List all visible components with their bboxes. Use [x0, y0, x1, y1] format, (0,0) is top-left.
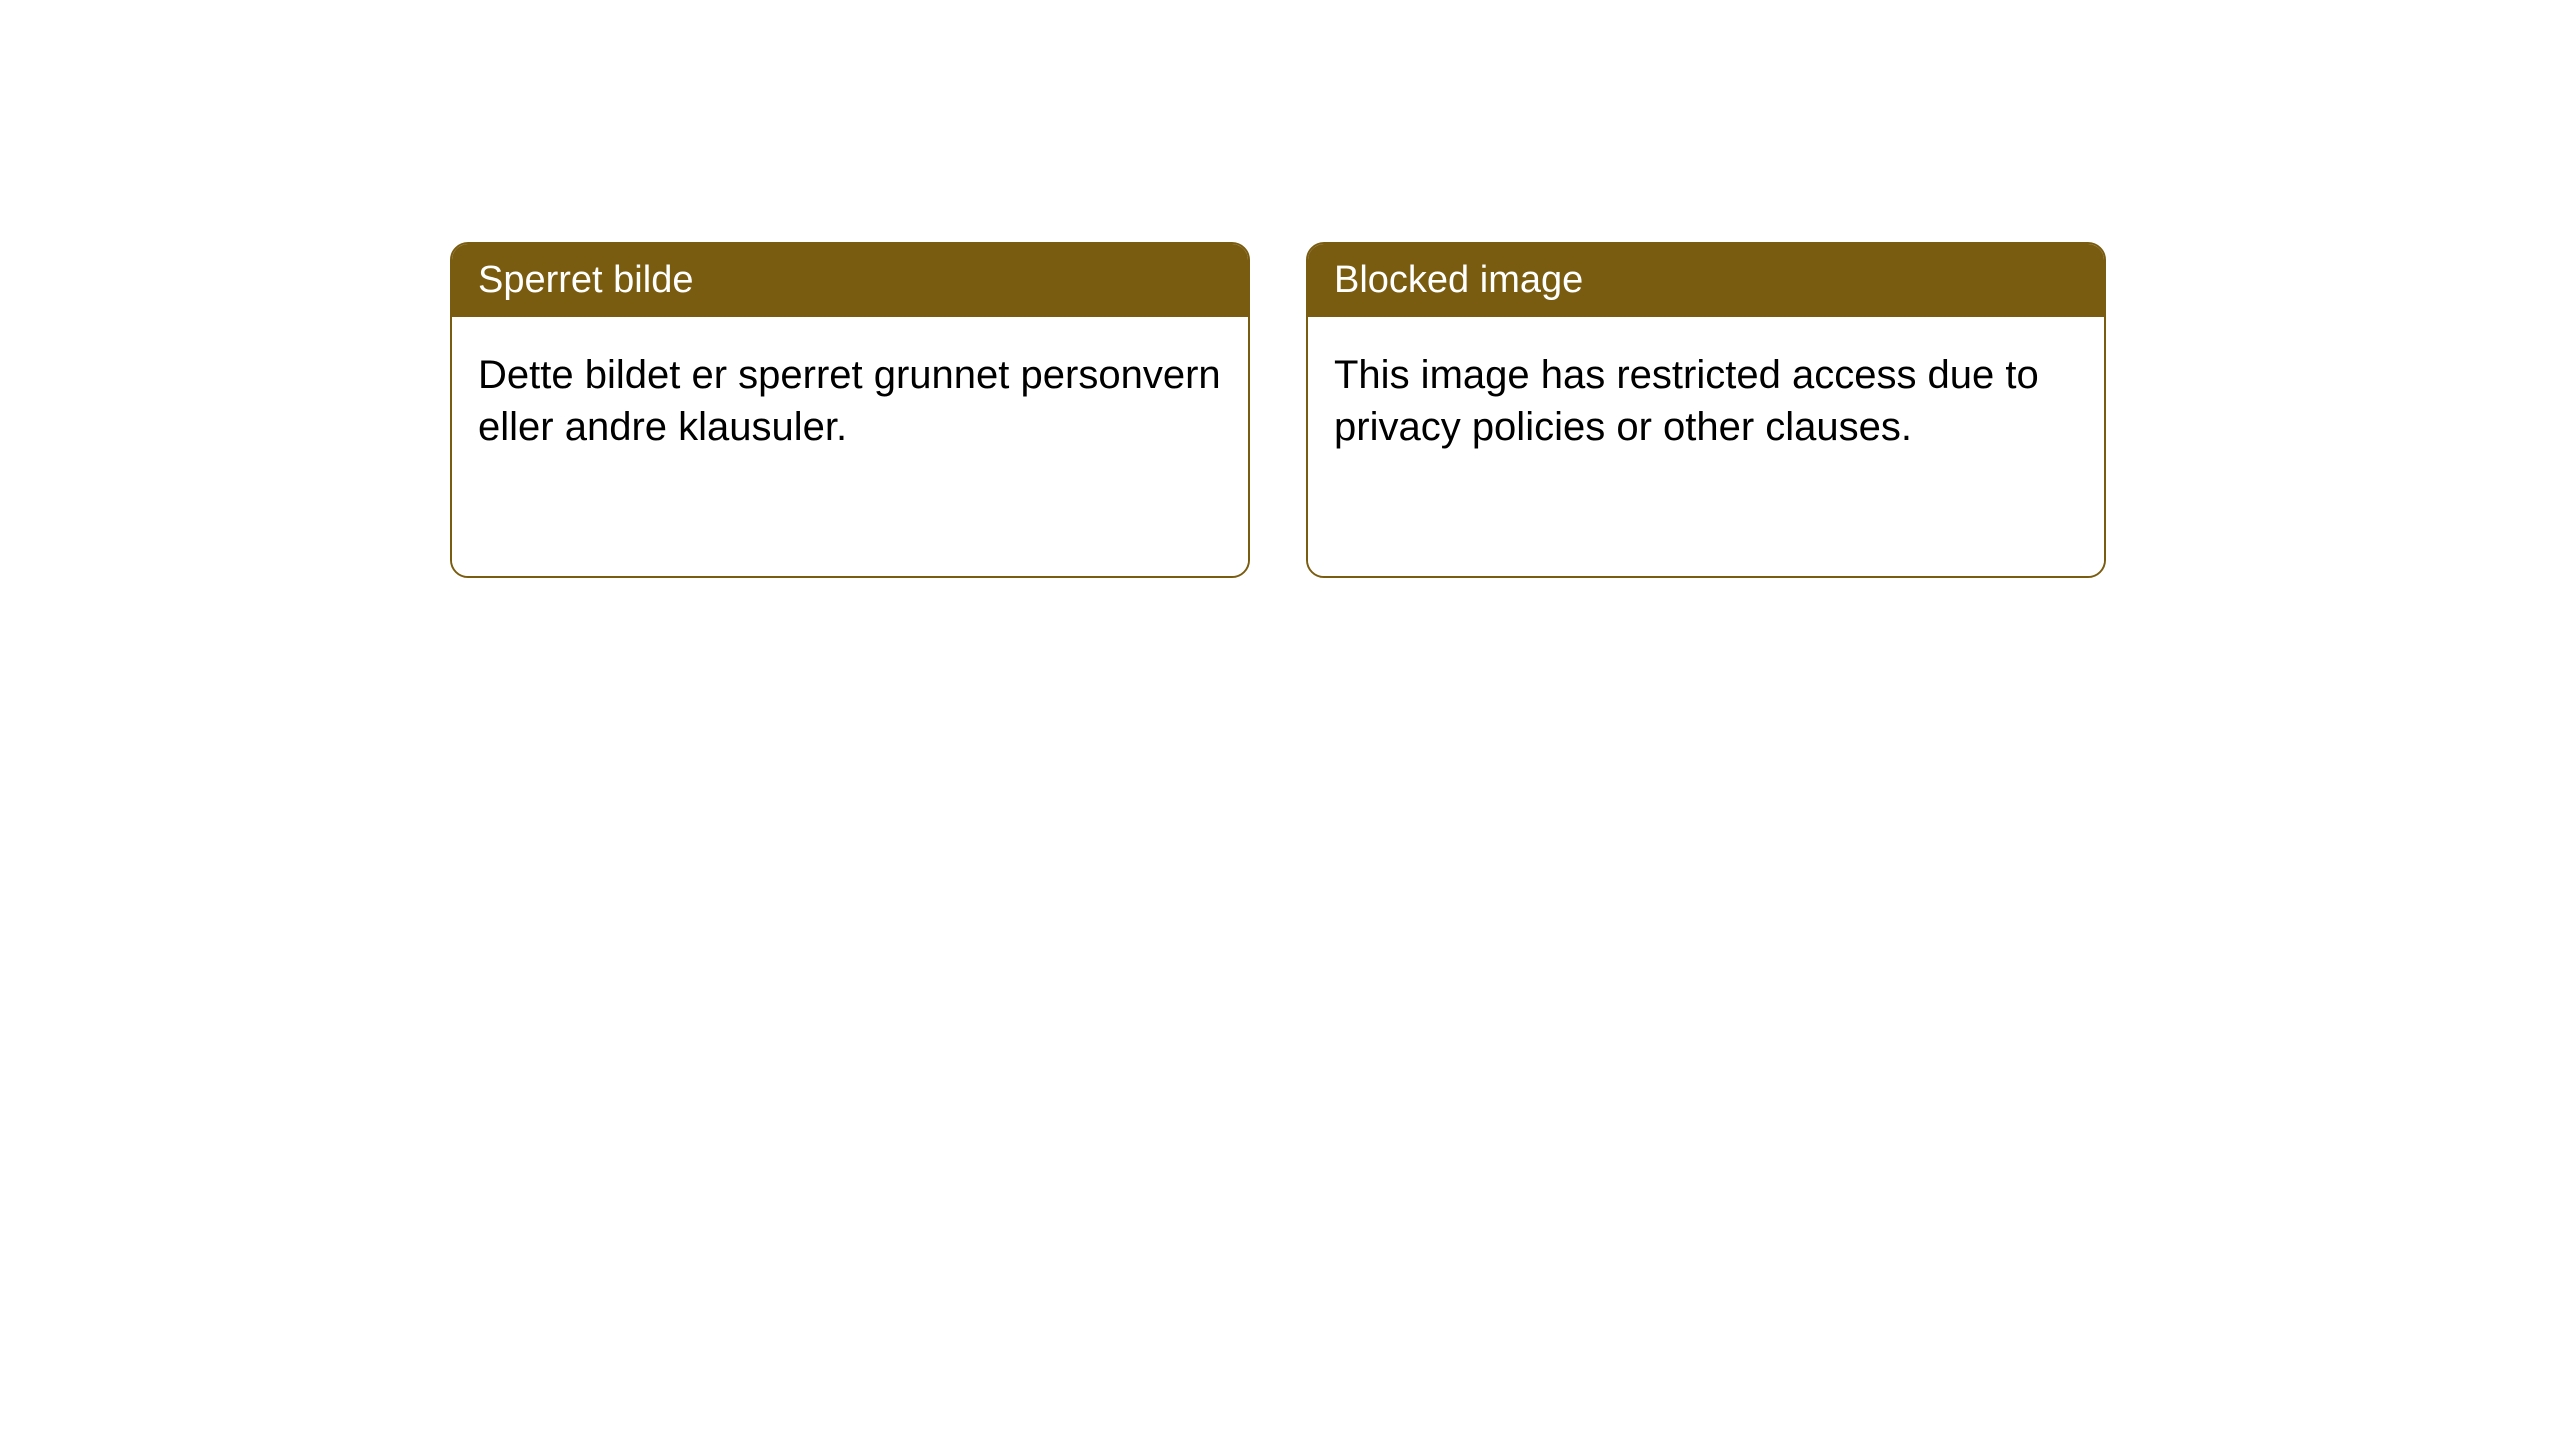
blocked-image-card-norwegian: Sperret bilde Dette bildet er sperret gr… — [450, 242, 1250, 578]
card-body-norwegian: Dette bildet er sperret grunnet personve… — [452, 317, 1248, 576]
card-body-english: This image has restricted access due to … — [1308, 317, 2104, 576]
blocked-image-card-english: Blocked image This image has restricted … — [1306, 242, 2106, 578]
card-title-english: Blocked image — [1308, 244, 2104, 317]
card-title-norwegian: Sperret bilde — [452, 244, 1248, 317]
notice-cards-container: Sperret bilde Dette bildet er sperret gr… — [0, 0, 2560, 578]
